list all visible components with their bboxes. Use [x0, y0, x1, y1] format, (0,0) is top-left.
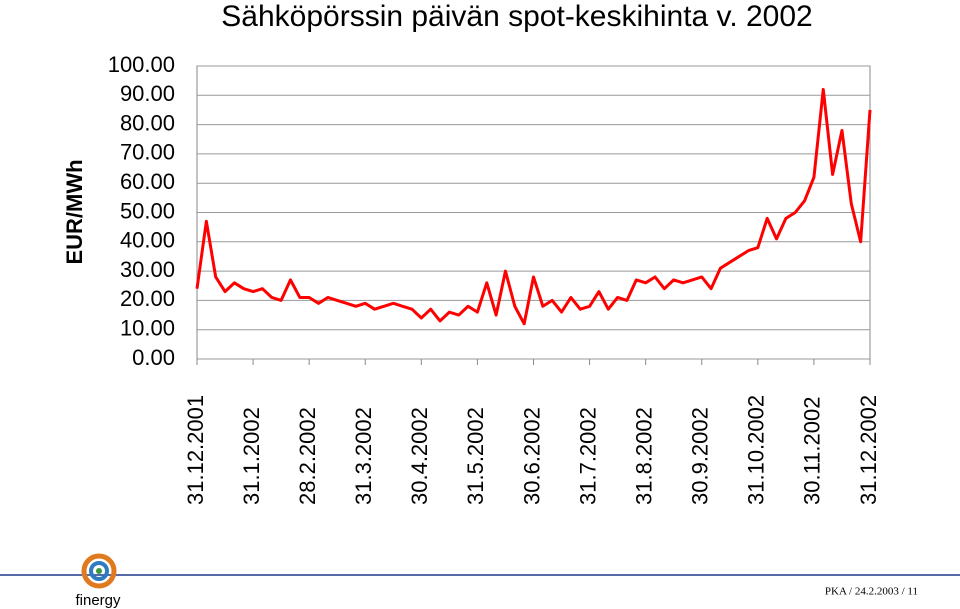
x-tick-label: 30.4.2002 [407, 407, 432, 505]
y-tick-label: 80.00 [120, 110, 175, 135]
x-tick-label: 30.9.2002 [688, 407, 713, 505]
x-tick-label: 31.1.2002 [239, 407, 264, 505]
x-tick-label: 31.8.2002 [631, 407, 656, 505]
x-tick-label: 31.10.2002 [744, 395, 769, 505]
y-tick-label: 30.00 [120, 257, 175, 282]
price-line [195, 87, 872, 326]
y-tick-label: 60.00 [120, 169, 175, 194]
y-tick-label: 100.00 [108, 52, 175, 77]
y-tick-label: 20.00 [120, 286, 175, 311]
x-tick-label: 28.2.2002 [295, 407, 320, 505]
x-tick-label: 30.6.2002 [519, 407, 544, 505]
footer-text: PKA / 24.2.2003 / 11 [825, 586, 918, 598]
x-tick-label: 31.5.2002 [463, 407, 488, 505]
y-tick-label: 0.00 [132, 345, 175, 370]
x-tick-label: 31.3.2002 [351, 407, 376, 505]
y-tick-label: 40.00 [120, 228, 175, 253]
x-tick-label: 31.12.2002 [856, 395, 881, 505]
y-axis-label: EUR/MWh [62, 159, 87, 264]
y-tick-label: 70.00 [120, 140, 175, 165]
x-tick-label: 31.7.2002 [575, 407, 600, 505]
y-tick-label: 90.00 [120, 81, 175, 106]
logo-text: finergy [75, 592, 121, 609]
chart-title: Sähköpörssin päivän spot-keskihinta v. 2… [221, 0, 812, 33]
x-tick-label: 31.12.2001 [183, 395, 208, 505]
logo [81, 553, 117, 589]
y-tick-label: 50.00 [120, 198, 175, 223]
x-tick-label: 30.11.2002 [800, 397, 825, 505]
y-tick-label: 10.00 [120, 316, 175, 341]
